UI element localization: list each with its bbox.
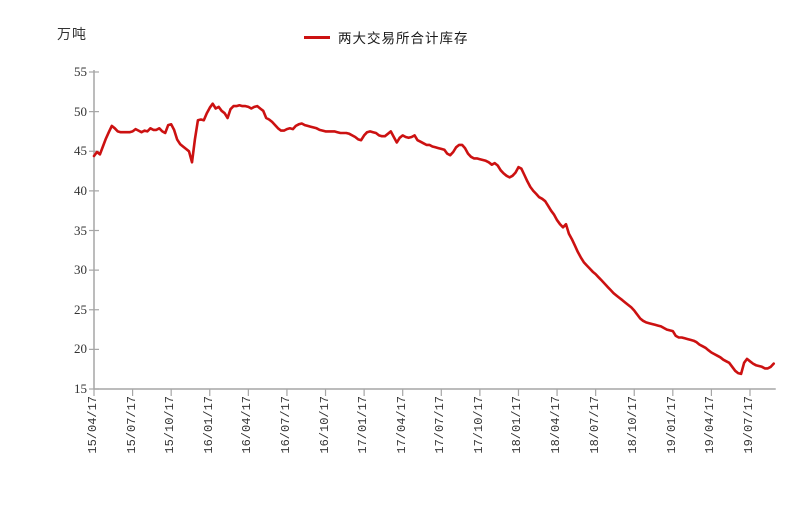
- x-tick-label: 19/04/17: [703, 396, 718, 454]
- x-tick-label: 17/10/17: [471, 396, 486, 454]
- series-line: [92, 102, 776, 376]
- x-tick-label: 17/07/17: [433, 396, 448, 454]
- x-tick-label: 16/10/17: [317, 396, 332, 454]
- legend-line-swatch: [304, 35, 330, 39]
- x-tick-label: 15/04/17: [86, 396, 100, 454]
- x-tick-label: 19/01/17: [664, 396, 679, 454]
- y-tick-label: 20: [74, 341, 87, 357]
- x-tick-label: 15/07/17: [124, 396, 139, 454]
- legend-series-label: 两大交易所合计库存: [338, 31, 469, 46]
- x-tick-label: 18/01/17: [510, 396, 525, 454]
- x-tick-label: 18/04/17: [549, 396, 564, 454]
- x-tick-label: 15/10/17: [163, 396, 178, 454]
- x-tick-label: 18/07/17: [587, 396, 602, 454]
- x-tick-label: 16/07/17: [278, 396, 293, 454]
- y-tick-label: 35: [74, 222, 87, 238]
- x-tick-label: 16/04/17: [240, 396, 255, 454]
- legend: 两大交易所合计库存: [304, 29, 469, 46]
- x-tick-label: 16/01/17: [201, 396, 216, 454]
- x-tick-label: 17/01/17: [356, 396, 371, 454]
- x-tick-label: 18/10/17: [626, 396, 641, 454]
- x-tick-label: 19/07/17: [742, 396, 756, 454]
- y-tick-label: 25: [74, 301, 87, 317]
- y-tick-label: 15: [74, 381, 87, 396]
- x-tick-label: 17/04/17: [394, 396, 409, 454]
- y-tick-label: 55: [74, 64, 87, 79]
- y-tick-label: 50: [74, 103, 87, 119]
- y-tick-label: 40: [74, 182, 87, 198]
- y-tick-label: 30: [74, 262, 87, 278]
- y-tick-label: 45: [74, 143, 87, 159]
- y-axis-unit-label: 万吨: [57, 28, 87, 43]
